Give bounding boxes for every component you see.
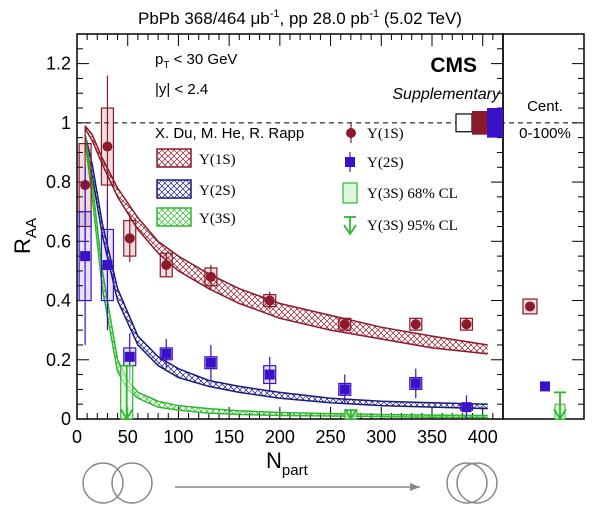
x-tick-label: 200 (265, 427, 295, 447)
supplementary-tag: Supplementary (392, 86, 501, 103)
model-band-1s-lower-edge (84, 128, 488, 355)
point-1s (461, 319, 472, 330)
legend-band-1s-label: Υ(1S) (199, 152, 236, 168)
legend-band-2s-label: Υ(2S) (199, 183, 236, 199)
legend-3s-95-label: Υ(3S) 95% CL (367, 218, 458, 234)
axes: 0 50 100 150 200 250 300 350 400 0 0.2 0.4 0.6 0.8 1 1.… (46, 34, 584, 447)
side-panel-range: 0-100% (519, 125, 571, 142)
x-tick-label: 250 (316, 427, 346, 447)
model-band-1s-upper-edge (84, 125, 488, 346)
central-collision-icon (456, 462, 498, 504)
y-tick-label: 1 (61, 113, 71, 133)
legend-3s-95-arrowhead (343, 224, 357, 236)
x-tick-label: 400 (468, 427, 498, 447)
y-cut-label: |y| < 2.4 (155, 81, 208, 98)
global-uncertainty-box-2s (487, 108, 503, 138)
legend-band-3s-swatch (156, 207, 192, 227)
legend-band-1s-swatch (156, 148, 192, 168)
header-title: PbPb 368/464 μb-1, pp 28.0 pb-1 (5.02 Te… (138, 8, 462, 28)
model-band-1s (85, 125, 488, 354)
model-band-3s (85, 134, 488, 418)
y-tick-label: 0.4 (46, 291, 71, 311)
legend: X. Du, M. He, R. Rapp Υ(1S) Υ(2S) Υ(3S) … (155, 123, 458, 236)
point-2s (102, 260, 113, 270)
x-tick-label: 150 (214, 427, 244, 447)
point-1s (264, 295, 275, 306)
point-1s (205, 271, 216, 282)
peripheral-collision-icon (82, 462, 124, 504)
legend-2s-label: Υ(2S) (367, 155, 404, 171)
legend-band-2s-swatch (156, 179, 192, 199)
y-tick-label: 0.8 (46, 172, 71, 192)
integrated-marks (522, 298, 567, 421)
integrated-3s-95cl-arrowhead (553, 408, 567, 421)
model-band-2s (85, 134, 488, 409)
y-tick-label: 0.2 (46, 350, 71, 370)
data-marks (78, 75, 474, 421)
point-2s (410, 378, 421, 389)
x-tick-label: 50 (118, 427, 138, 447)
point-2s (80, 251, 91, 262)
global-uncertainty-box (455, 113, 473, 133)
point-2s (205, 357, 216, 368)
point-3s-95cl-arrowhead (119, 408, 134, 421)
point-2s (161, 348, 172, 359)
point-1s (161, 260, 172, 270)
cms-logo: CMS (430, 54, 477, 77)
point-1s (102, 141, 113, 152)
model-band-3s-upper-edge (84, 134, 488, 417)
centrality-arrowhead-icon (410, 483, 420, 491)
model-band-2s-upper-edge (84, 134, 488, 405)
integrated-2s-point (540, 381, 550, 392)
model-band-2s-lower-edge (84, 140, 488, 410)
side-plot-frame (502, 33, 585, 420)
peripheral-collision-icon (111, 462, 153, 504)
x-tick-label: 300 (366, 427, 396, 447)
centrality-illustration (82, 462, 498, 504)
legend-1s-label: Υ(1S) (367, 126, 404, 142)
global-uncertainty-box-1s (472, 111, 487, 135)
y-tick-label: 1.2 (46, 54, 71, 74)
x-axis-title: Npart (266, 448, 309, 479)
y-tick-label: 0.6 (46, 231, 71, 251)
point-2s (339, 384, 350, 395)
integrated-1s-point (525, 301, 535, 312)
legend-model-title: X. Du, M. He, R. Rapp (155, 125, 304, 142)
legend-2s-marker (345, 157, 355, 167)
y-axis-title: RAA (10, 218, 40, 254)
pt-cut-label: pT < 30 GeV (155, 51, 237, 71)
x-tick-label: 100 (163, 427, 193, 447)
side-panel-title: Cent. (527, 98, 563, 115)
x-tick-label: 350 (417, 427, 447, 447)
y-tick-label: 0 (61, 409, 71, 429)
point-3s-95cl-arrowhead (344, 408, 358, 421)
legend-3s-68-swatch (342, 182, 358, 204)
legend-band-3s-label: Υ(3S) (199, 211, 236, 227)
central-collision-icon (446, 462, 488, 504)
point-2s (264, 369, 275, 380)
legend-1s-marker (346, 128, 356, 138)
point-1s (410, 319, 421, 330)
point-2s (124, 351, 135, 362)
model-bands (84, 125, 488, 419)
model-band-3s-lower-edge (84, 140, 488, 419)
legend-3s-68-label: Υ(3S) 68% CL (367, 186, 458, 202)
point-1s (124, 233, 135, 244)
point-1s (339, 319, 350, 330)
x-tick-label: 0 (72, 427, 82, 447)
point-2s (461, 402, 472, 413)
